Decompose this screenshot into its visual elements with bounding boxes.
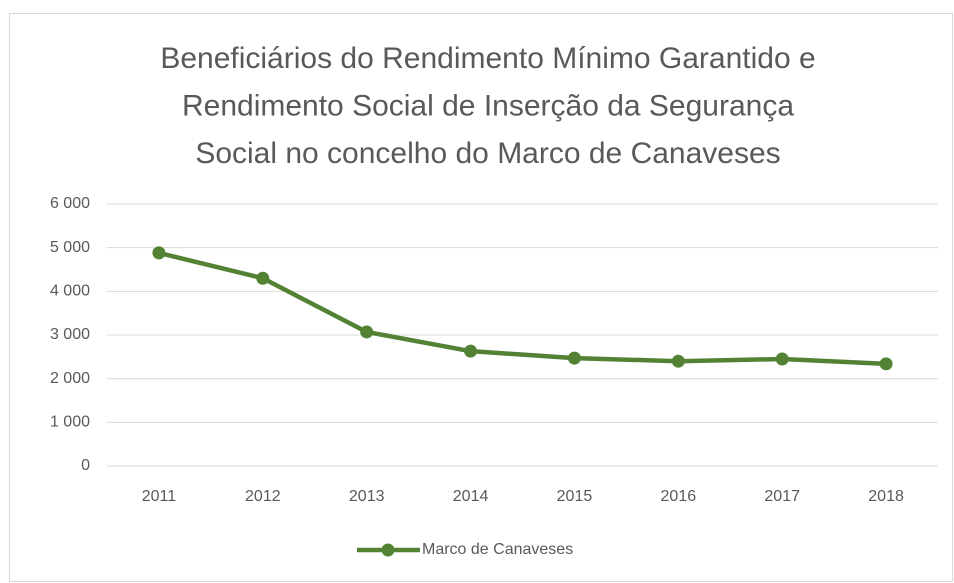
x-tick-label: 2016	[661, 488, 697, 505]
x-tick-label: 2018	[868, 488, 904, 505]
data-point	[567, 351, 581, 365]
data-point	[879, 357, 893, 371]
series-line	[158, 250, 887, 367]
data-point	[775, 352, 789, 366]
y-tick-label: 0	[81, 457, 90, 474]
y-tick-label: 4 000	[50, 283, 90, 300]
y-tick-label: 6 000	[50, 195, 90, 212]
legend-label: Marco de Canaveses	[422, 541, 573, 558]
chart-border	[9, 13, 953, 582]
x-tick-label: 2017	[764, 488, 800, 505]
chart-title: Rendimento Social de Inserção da Seguran…	[182, 89, 794, 122]
data-point	[256, 271, 270, 285]
x-tick-label: 2015	[557, 488, 593, 505]
x-tick-label: 2014	[453, 488, 489, 505]
x-tick-label: 2012	[245, 488, 281, 505]
x-tick-label: 2013	[349, 488, 385, 505]
chart-title: Social no concelho do Marco de Canaveses	[195, 137, 780, 170]
y-tick-label: 5 000	[50, 239, 90, 256]
data-point	[464, 344, 478, 358]
y-tick-label: 1 000	[50, 414, 90, 431]
data-point	[152, 246, 166, 260]
legend-marker	[381, 543, 395, 557]
y-tick-label: 3 000	[50, 326, 90, 343]
data-point	[671, 354, 685, 368]
data-point	[360, 325, 374, 339]
y-tick-label: 2 000	[50, 370, 90, 387]
chart-title: Beneficiários do Rendimento Mínimo Garan…	[160, 42, 815, 75]
x-tick-label: 2011	[142, 488, 177, 505]
